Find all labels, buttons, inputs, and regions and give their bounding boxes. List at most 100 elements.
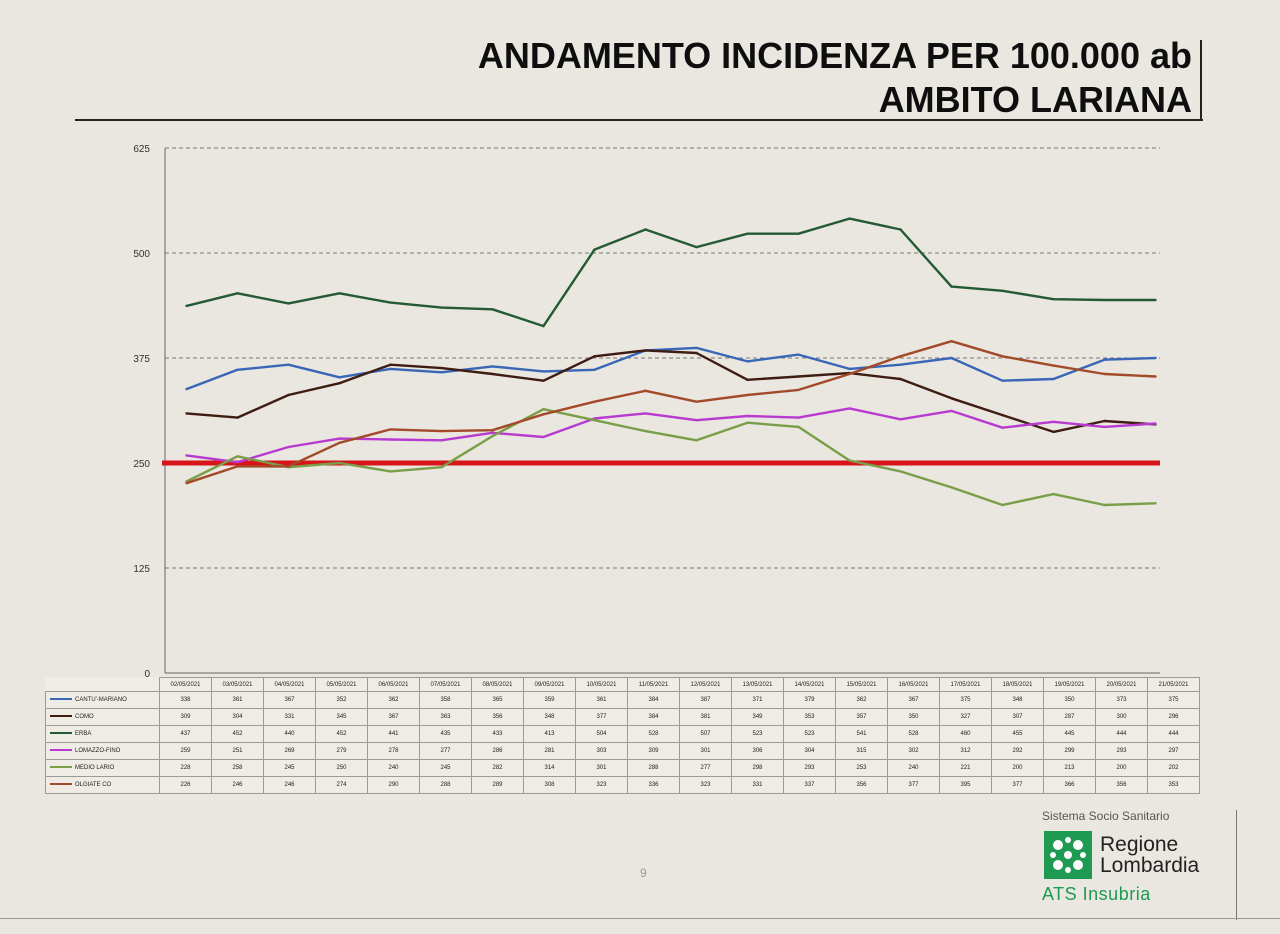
table-value-cell: 349 (731, 708, 784, 726)
data-point-0-17 (1052, 377, 1055, 381)
series-name: ERBA (75, 731, 92, 737)
table-value-cell: 363 (419, 708, 472, 726)
data-point-1-14 (899, 377, 902, 381)
data-point-5-2 (287, 465, 290, 468)
data-point-1-18 (1103, 419, 1106, 423)
table-value-cell: 365 (471, 691, 524, 709)
table-date-header: 13/05/2021 (731, 677, 784, 692)
data-point-3-17 (1052, 420, 1055, 424)
table-value-cell: 445 (1043, 725, 1096, 743)
table-date-header: 16/05/2021 (887, 677, 940, 692)
y-tick-label-375: 375 (133, 354, 150, 365)
y-tick-label-125: 125 (133, 564, 150, 575)
data-point-4-15 (950, 486, 953, 489)
table-value-cell: 286 (471, 742, 524, 760)
data-point-5-15 (950, 340, 953, 343)
table-value-cell: 384 (627, 691, 680, 709)
data-point-0-16 (1001, 379, 1004, 382)
table-series-cell: COMO (45, 708, 160, 726)
table-value-cell: 281 (523, 742, 576, 760)
series-name: MEDIO LARIO (75, 765, 115, 771)
table-value-cell: 312 (939, 742, 992, 760)
table-date-header: 10/05/2021 (575, 677, 628, 692)
series-line-3 (186, 407, 1156, 464)
table-value-cell: 541 (835, 725, 888, 743)
table-value-cell: 323 (679, 776, 732, 794)
table-value-cell: 350 (887, 708, 940, 726)
table-value-cell: 278 (367, 742, 420, 760)
data-point-4-14 (899, 470, 902, 473)
table-date-header: 12/05/2021 (679, 677, 732, 692)
table-value-cell: 359 (523, 691, 576, 709)
data-point-5-0 (185, 481, 188, 485)
data-point-1-4 (389, 363, 392, 366)
table-value-cell: 200 (1095, 759, 1148, 777)
table-value-cell: 377 (991, 776, 1044, 794)
table-series-cell: ERBA (45, 725, 160, 743)
table-value-cell: 523 (783, 725, 836, 743)
table-value-cell: 304 (783, 742, 836, 760)
legend-swatch (50, 732, 72, 735)
table-body: CANTU'-MARIANO 338 361 367 352 362 358 365 359 36… (45, 691, 1200, 794)
y-tick-label-0: 0 (144, 669, 150, 680)
table-value-cell: 228 (159, 759, 212, 777)
table-value-cell: 444 (1095, 725, 1148, 743)
data-point-1-8 (593, 355, 596, 358)
table-value-cell: 367 (887, 691, 940, 709)
data-point-5-7 (542, 413, 545, 416)
table-value-cell: 246 (263, 776, 316, 794)
table-value-cell: 353 (1147, 776, 1200, 794)
table-value-cell: 297 (1147, 742, 1200, 760)
data-point-3-13 (848, 407, 851, 410)
data-point-1-15 (950, 397, 953, 400)
data-point-0-8 (593, 368, 596, 371)
data-point-2-8 (593, 248, 596, 251)
data-point-3-5 (440, 439, 443, 442)
data-point-0-7 (542, 370, 545, 373)
y-tick-label-500: 500 (133, 249, 150, 260)
data-point-3-15 (950, 409, 953, 413)
data-point-4-9 (644, 429, 647, 433)
series-line-1 (186, 349, 1156, 434)
data-point-3-10 (695, 418, 698, 422)
legend-swatch (50, 749, 72, 752)
table-date-header: 02/05/2021 (159, 677, 212, 692)
table-value-cell: 350 (1043, 691, 1096, 709)
table-value-cell: 213 (1043, 759, 1096, 777)
table-value-cell: 366 (1043, 776, 1096, 794)
sistema-socio-sanitario-label: Sistema Socio Sanitario (1042, 809, 1170, 823)
table-value-cell: 362 (367, 691, 420, 709)
data-point-3-18 (1103, 425, 1106, 429)
data-point-2-7 (542, 324, 545, 328)
table-value-cell: 460 (939, 725, 992, 743)
y-tick-label-250: 250 (133, 459, 150, 470)
table-date-header: 07/05/2021 (419, 677, 472, 692)
table-value-cell: 309 (627, 742, 680, 760)
series-4 (185, 408, 1157, 507)
table-value-cell: 301 (575, 759, 628, 777)
data-point-5-10 (695, 400, 698, 403)
table-value-cell: 367 (367, 708, 420, 726)
data-point-2-18 (1103, 298, 1106, 302)
data-point-0-3 (338, 376, 341, 379)
table-value-cell: 289 (471, 776, 524, 794)
data-point-4-7 (542, 408, 545, 411)
table-value-cell: 240 (887, 759, 940, 777)
data-point-0-4 (389, 367, 392, 371)
data-point-4-17 (1052, 492, 1055, 496)
table-value-cell: 304 (211, 708, 264, 726)
table-value-cell: 303 (575, 742, 628, 760)
table-date-header: 17/05/2021 (939, 677, 992, 692)
data-point-3-3 (338, 437, 341, 440)
table-value-cell: 221 (939, 759, 992, 777)
data-point-5-11 (746, 393, 749, 397)
series-line-2 (186, 217, 1156, 328)
series-name: LOMAZZO-FINO (75, 748, 121, 754)
table-value-cell: 528 (627, 725, 680, 743)
table-value-cell: 353 (783, 708, 836, 726)
data-point-1-1 (236, 416, 239, 419)
table-date-header: 03/05/2021 (211, 677, 264, 692)
table-value-cell: 301 (679, 742, 732, 760)
data-point-4-13 (848, 459, 851, 462)
table-value-cell: 331 (263, 708, 316, 726)
